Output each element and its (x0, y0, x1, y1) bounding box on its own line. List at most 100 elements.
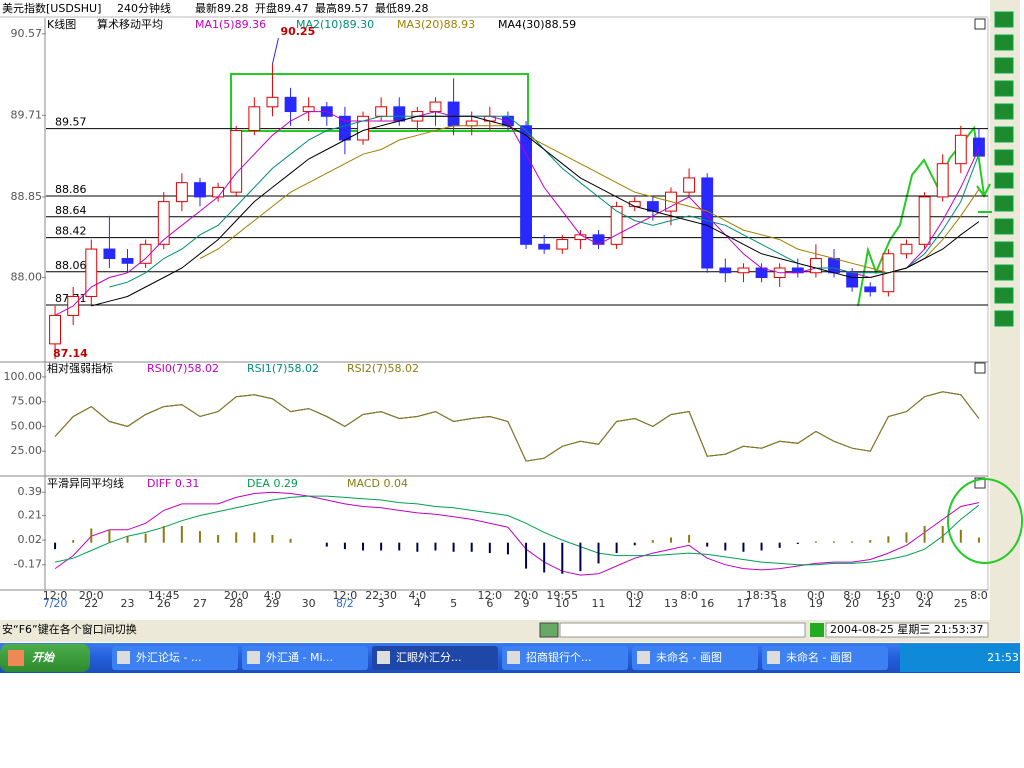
task-label: 未命名 - 画图 (656, 650, 722, 664)
x-tick-label: 27 (193, 597, 207, 610)
legend-entry: MA1(5)89.36 (195, 18, 266, 31)
task-label: 汇眼外汇分... (396, 651, 462, 664)
toolbar-button[interactable] (994, 195, 1014, 212)
chart-window (0, 0, 1020, 620)
x-time-label: 19:55 (546, 589, 578, 602)
x-time-label: 4:0 (264, 589, 282, 602)
task-button[interactable] (762, 646, 888, 670)
toolbar-button[interactable] (994, 287, 1014, 304)
task-icon (117, 651, 130, 664)
toolbar-button[interactable] (994, 126, 1014, 143)
y-tick-label: 75.00 (11, 395, 43, 408)
y-tick-label: 88.00 (11, 271, 43, 284)
task-button[interactable] (242, 646, 368, 670)
candle-body (194, 182, 206, 198)
toolbar-button[interactable] (994, 218, 1014, 235)
x-tick-label: 9 (523, 597, 530, 610)
candle-body (900, 243, 913, 255)
candle-body (429, 101, 442, 113)
x-tick-label: 18 (773, 597, 787, 610)
candle-body (809, 258, 822, 274)
y-tick-label: 0.21 (18, 509, 43, 522)
candle-body (864, 286, 877, 293)
series-line (54, 495, 980, 566)
candle-body (701, 177, 714, 269)
status-icon (539, 622, 559, 638)
y-tick-label: -0.17 (14, 558, 42, 571)
candle-body (357, 115, 369, 141)
series-line (91, 115, 980, 307)
legend-entry: RSI0(7)58.02 (147, 362, 219, 375)
symbol-title: 美元指数[USDSHU] (2, 1, 101, 15)
toolbar-button[interactable] (994, 57, 1014, 74)
pointer-line (271, 38, 279, 65)
candle-body (465, 120, 478, 127)
toolbar-button[interactable] (994, 172, 1014, 189)
x-tick-label: 22 (84, 597, 98, 610)
panel-button[interactable] (974, 362, 986, 374)
x-tick-label: 3 (378, 597, 385, 610)
x-tick-label: 11 (592, 597, 606, 610)
task-button[interactable] (372, 646, 498, 670)
reference-label: 88.06 (55, 259, 87, 272)
clock: 21:53 (987, 651, 1019, 664)
candle-body (302, 106, 315, 113)
candle-body (610, 205, 623, 245)
start-label: 开始 (32, 651, 56, 664)
highlight-circle (947, 478, 1023, 564)
x-tick-label: 12 (628, 597, 642, 610)
x-time-label: 18:35 (746, 589, 778, 602)
status-field (559, 622, 806, 638)
reference-label: 89.57 (55, 116, 87, 129)
panel-title: 平滑异同平均线 (47, 476, 124, 490)
x-time-label: 4:0 (409, 589, 427, 602)
task-button[interactable] (502, 646, 628, 670)
toolbar-button[interactable] (994, 310, 1014, 327)
candle-body (592, 234, 605, 245)
toolbar-button[interactable] (994, 34, 1014, 51)
y-tick-label: 25.00 (11, 444, 43, 457)
legend-entry: DIFF 0.31 (147, 477, 199, 490)
candle-body (520, 125, 532, 245)
candle-body (393, 106, 406, 122)
task-label: 未命名 - 画图 (786, 650, 852, 664)
y-tick-label: 0.39 (18, 485, 43, 498)
legend-entry: MACD 0.04 (347, 477, 408, 490)
toolbar-button[interactable] (994, 80, 1014, 97)
x-tick-label: 29 (265, 597, 279, 610)
legend-entry: DEA 0.29 (247, 477, 298, 490)
task-button[interactable] (632, 646, 758, 670)
candle-body (556, 239, 569, 250)
series-line (199, 125, 980, 274)
toolbar-button[interactable] (994, 11, 1014, 28)
panel-button[interactable] (974, 477, 986, 489)
x-time-label: 0:0 (916, 589, 934, 602)
x-tick-label: 5 (450, 597, 457, 610)
reference-label: 88.64 (55, 204, 87, 217)
reference-label: 88.86 (55, 183, 87, 196)
x-time-label: 20:0 (79, 589, 104, 602)
candle-body (973, 137, 985, 157)
x-tick-label: 6 (486, 597, 493, 610)
toolbar-button[interactable] (994, 241, 1014, 258)
task-label: 外汇通 - Mi... (266, 651, 333, 664)
x-tick-label: 24 (918, 597, 932, 610)
candle-body (85, 248, 98, 297)
toolbar-button[interactable] (994, 103, 1014, 120)
candle-body (918, 196, 931, 245)
y-tick-label: 88.85 (11, 190, 43, 203)
highlight-box (230, 73, 529, 132)
task-button[interactable] (112, 646, 238, 670)
toolbar-button[interactable] (994, 149, 1014, 166)
x-tick-label: 19 (809, 597, 823, 610)
candle-body (248, 106, 261, 132)
high-price: 最高89.57 (315, 1, 369, 15)
y-tick-label: 90.57 (11, 27, 43, 40)
candle-body (338, 115, 351, 141)
task-icon (247, 651, 260, 664)
high-label: 90.25 (280, 25, 315, 38)
candle-body (375, 106, 388, 117)
panel-button[interactable] (974, 18, 986, 30)
toolbar-button[interactable] (994, 264, 1014, 281)
